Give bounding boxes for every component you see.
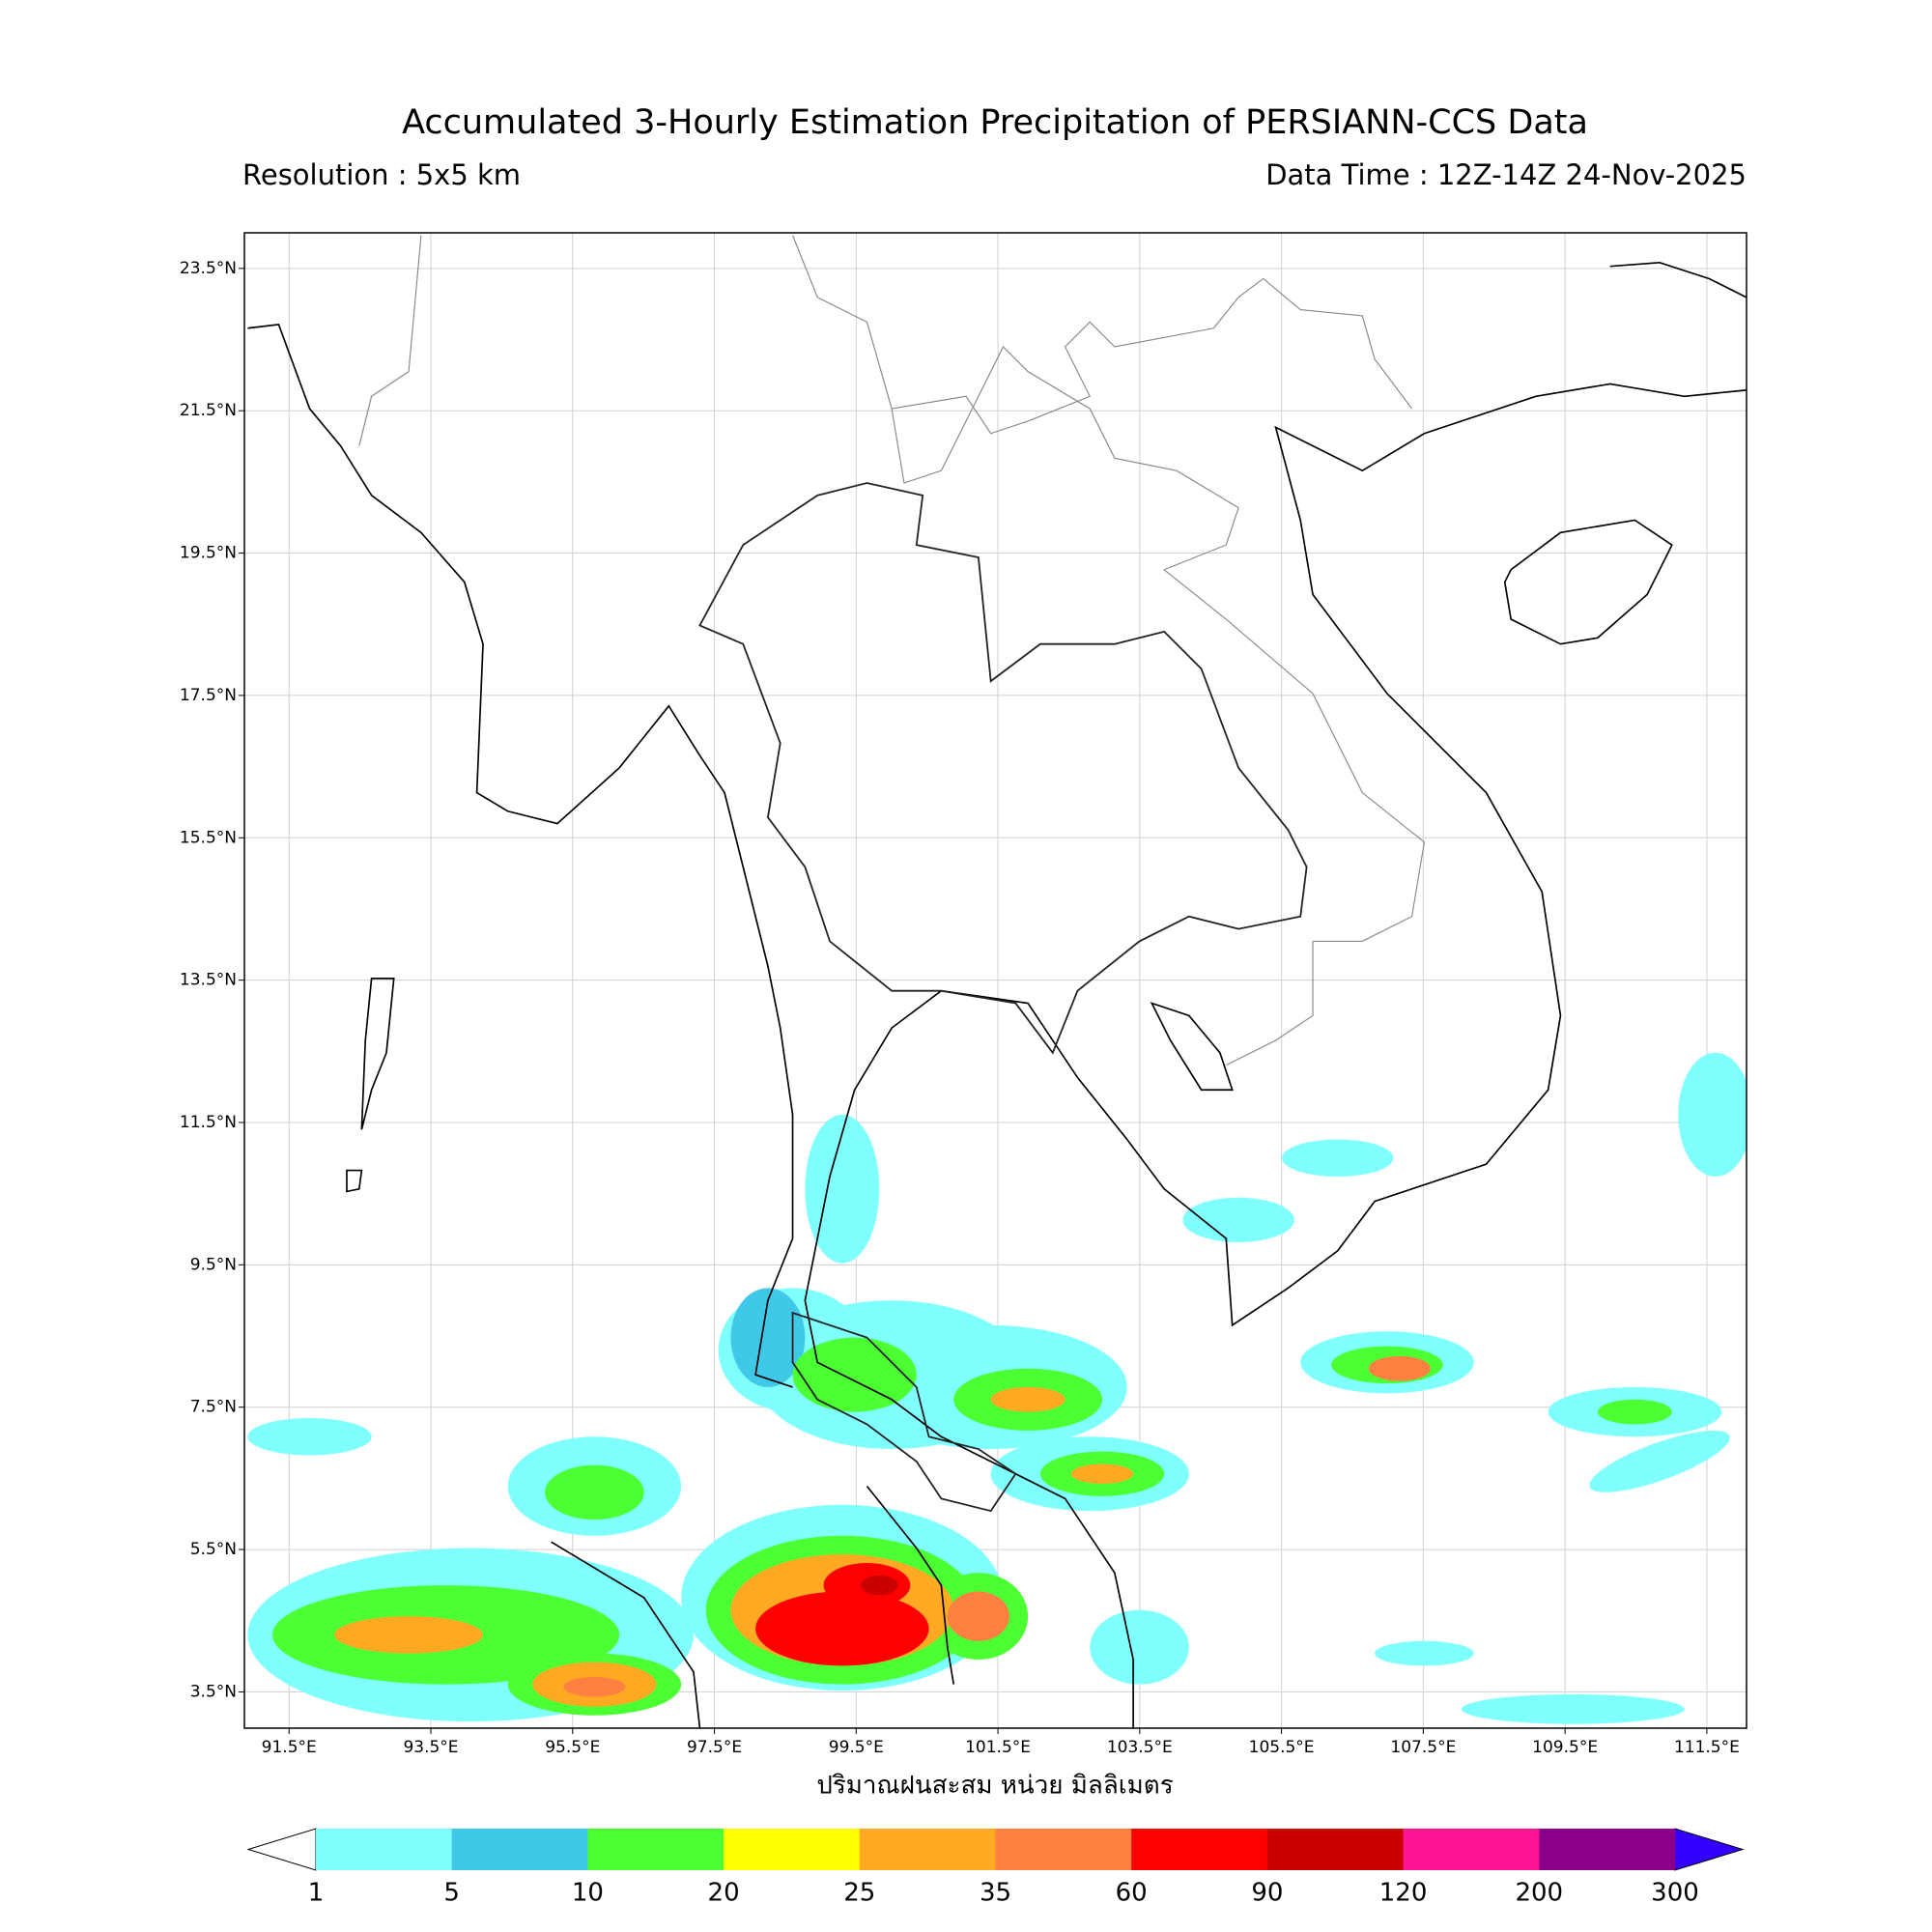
x-tick-label: 103.5°E: [1107, 1738, 1173, 1757]
colorbar-label: 60: [1116, 1879, 1148, 1908]
x-tick-label: 97.5°E: [687, 1738, 742, 1757]
colorbar-label: 90: [1251, 1879, 1283, 1908]
colorbar-segment: [859, 1829, 996, 1870]
x-tick-label: 101.5°E: [965, 1738, 1031, 1757]
x-tick-label: 91.5°E: [262, 1738, 317, 1757]
colorbar-label: 5: [443, 1879, 460, 1908]
x-tick-label: 111.5°E: [1674, 1738, 1740, 1757]
colorbar-segment: [724, 1829, 861, 1870]
x-tick-label: 93.5°E: [403, 1738, 458, 1757]
colorbar-segment: [1131, 1829, 1268, 1870]
y-tick-label: 19.5°N: [180, 544, 237, 563]
x-tick-label: 109.5°E: [1532, 1738, 1598, 1757]
title: Accumulated 3-Hourly Estimation Precipit…: [402, 103, 1588, 142]
y-tick-label: 9.5°N: [190, 1255, 237, 1274]
colorbar-label: 300: [1651, 1879, 1699, 1908]
colorbar-segment: [316, 1829, 453, 1870]
y-tick-label: 11.5°N: [180, 1113, 237, 1132]
rain-areas: [247, 1052, 1747, 1724]
x-tick-label: 105.5°E: [1249, 1738, 1315, 1757]
y-tick-label: 17.5°N: [180, 686, 237, 705]
colorbar-under: [246, 1828, 317, 1871]
y-tick-label: 3.5°N: [190, 1682, 237, 1701]
colorbar-label: 120: [1379, 1879, 1428, 1908]
y-tick-label: 7.5°N: [190, 1398, 237, 1417]
map-layer: [247, 235, 1747, 1728]
y-tick-label: 13.5°N: [180, 971, 237, 990]
y-tick-label: 21.5°N: [180, 401, 237, 420]
colorbar-label: 35: [980, 1879, 1011, 1908]
x-tick-label: 95.5°E: [545, 1738, 600, 1757]
colorbar-label: 10: [572, 1879, 604, 1908]
colorbar-over: [1674, 1828, 1745, 1871]
y-tick-label: 15.5°N: [180, 828, 237, 847]
colorbar-label: 1: [308, 1879, 325, 1908]
x-tick-label: 99.5°E: [829, 1738, 884, 1757]
colorbar-segment: [1266, 1829, 1405, 1870]
colorbar-segment: [1539, 1829, 1676, 1870]
resolution: Resolution : 5x5 km: [242, 158, 521, 191]
colorbar-segment: [587, 1829, 724, 1870]
y-tick-label: 5.5°N: [190, 1540, 237, 1559]
colorbar-label: 25: [843, 1879, 875, 1908]
x-tick-label: 107.5°E: [1390, 1738, 1456, 1757]
y-tick-label: 23.5°N: [180, 259, 237, 278]
colorbar-segment: [1403, 1829, 1540, 1870]
colorbar-segment: [451, 1829, 588, 1870]
colorbar-label: 200: [1515, 1879, 1563, 1908]
axis-label: ปริมาณฝนสะสม หน่วย มิลลิเมตร: [816, 1772, 1173, 1801]
data-time: Data Time : 12Z-14Z 24-Nov-2025: [1265, 158, 1747, 191]
colorbar-segment: [995, 1829, 1132, 1870]
colorbar-label: 20: [708, 1879, 740, 1908]
